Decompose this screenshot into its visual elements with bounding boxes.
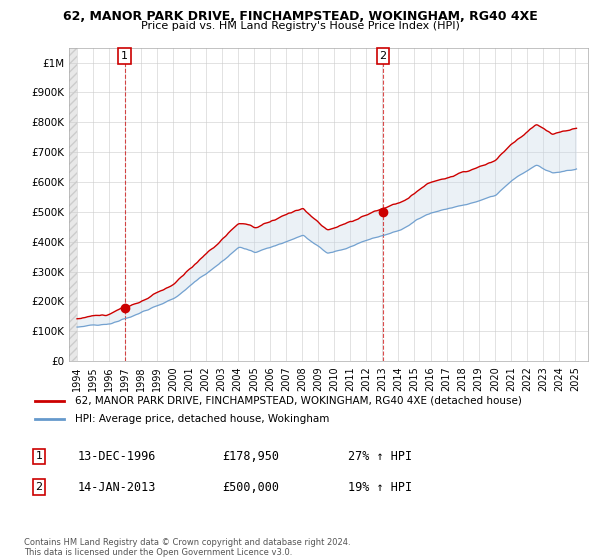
Text: 14-JAN-2013: 14-JAN-2013 — [78, 480, 157, 494]
Text: HPI: Average price, detached house, Wokingham: HPI: Average price, detached house, Woki… — [76, 414, 329, 424]
Text: 19% ↑ HPI: 19% ↑ HPI — [348, 480, 412, 494]
Text: 1: 1 — [121, 51, 128, 60]
Text: 62, MANOR PARK DRIVE, FINCHAMPSTEAD, WOKINGHAM, RG40 4XE (detached house): 62, MANOR PARK DRIVE, FINCHAMPSTEAD, WOK… — [76, 396, 522, 406]
Text: 1: 1 — [35, 451, 43, 461]
Text: 13-DEC-1996: 13-DEC-1996 — [78, 450, 157, 463]
Text: 2: 2 — [35, 482, 43, 492]
Text: 27% ↑ HPI: 27% ↑ HPI — [348, 450, 412, 463]
Bar — [69, 48, 77, 361]
Text: Contains HM Land Registry data © Crown copyright and database right 2024.
This d: Contains HM Land Registry data © Crown c… — [24, 538, 350, 557]
Text: 2: 2 — [379, 51, 386, 60]
Text: Price paid vs. HM Land Registry's House Price Index (HPI): Price paid vs. HM Land Registry's House … — [140, 21, 460, 31]
Text: £178,950: £178,950 — [222, 450, 279, 463]
Text: 62, MANOR PARK DRIVE, FINCHAMPSTEAD, WOKINGHAM, RG40 4XE: 62, MANOR PARK DRIVE, FINCHAMPSTEAD, WOK… — [62, 10, 538, 23]
Text: £500,000: £500,000 — [222, 480, 279, 494]
